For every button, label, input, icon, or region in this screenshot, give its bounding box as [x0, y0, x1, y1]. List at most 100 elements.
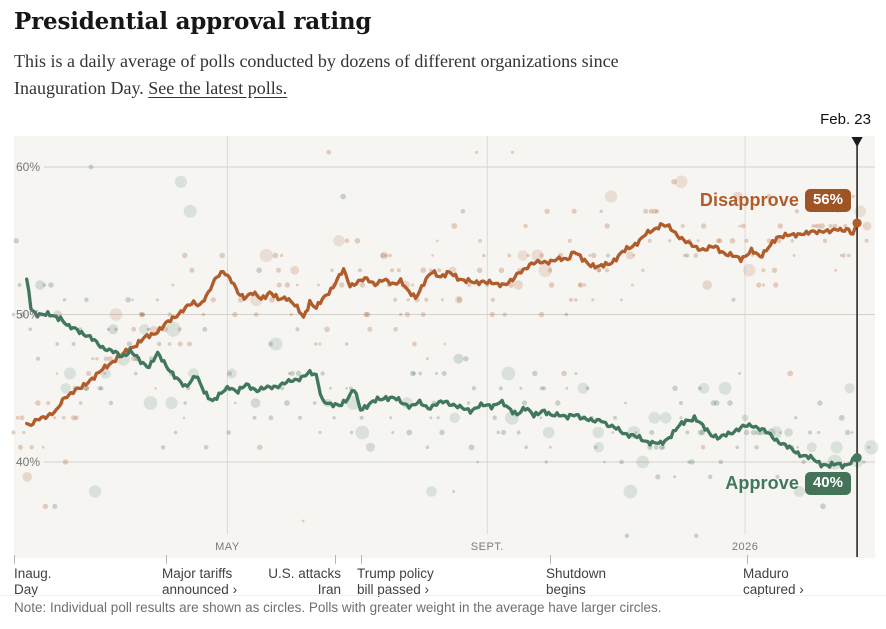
poll-dot: [735, 445, 739, 450]
poll-dot: [778, 431, 782, 434]
poll-dot: [838, 414, 845, 421]
poll-dot: [585, 386, 590, 391]
y-axis-label: 50%: [16, 308, 40, 322]
approve-end-dot: [852, 452, 862, 463]
poll-dot: [399, 312, 403, 317]
poll-dot: [594, 445, 598, 449]
x-axis-label: SEPT.: [471, 541, 504, 553]
poll-dot: [35, 400, 41, 406]
poll-dot: [349, 430, 354, 435]
poll-dot: [13, 238, 19, 244]
poll-dot: [685, 430, 690, 435]
annotation-bill[interactable]: Trump policy bill passed ›: [357, 566, 434, 597]
poll-dot: [864, 238, 869, 243]
poll-dot: [577, 382, 589, 394]
poll-dot: [289, 312, 293, 317]
poll-dot: [404, 311, 410, 318]
poll-dot: [160, 445, 166, 450]
poll-dot: [412, 341, 417, 347]
poll-dot: [131, 356, 137, 362]
disapprove-label: Disapprove: [699, 190, 799, 210]
poll-dot: [91, 357, 95, 361]
poll-dot: [466, 401, 471, 405]
poll-dot: [682, 253, 687, 258]
poll-dot: [784, 428, 793, 437]
poll-dot: [15, 415, 20, 420]
poll-dot: [183, 204, 197, 218]
poll-dot: [332, 416, 336, 420]
poll-dot: [754, 445, 759, 450]
poll-dot: [718, 459, 724, 465]
poll-dot: [624, 533, 630, 539]
poll-dot: [365, 442, 375, 452]
poll-dot: [108, 324, 119, 335]
poll-dot: [593, 442, 604, 453]
poll-dot: [139, 311, 145, 318]
poll-dot: [268, 415, 274, 421]
poll-dot: [456, 297, 462, 303]
poll-dot: [435, 372, 438, 375]
poll-dot: [845, 429, 851, 436]
poll-dot: [62, 459, 69, 465]
poll-dot: [539, 416, 543, 420]
poll-dot: [62, 416, 66, 420]
poll-dot: [658, 444, 665, 450]
poll-dot: [519, 386, 523, 390]
poll-dot: [501, 430, 506, 435]
poll-dot: [538, 311, 545, 318]
annotation-maduro[interactable]: Maduro captured ›: [743, 566, 804, 597]
poll-dot: [649, 430, 655, 435]
poll-dot: [696, 239, 700, 243]
poll-dot: [539, 253, 544, 258]
annotation-tick-maduro: [747, 555, 748, 564]
poll-dot: [513, 280, 523, 290]
annotation-tariffs[interactable]: Major tariffs announced ›: [162, 566, 238, 597]
poll-dot: [555, 400, 561, 406]
poll-dot: [420, 267, 427, 274]
poll-dot: [253, 312, 259, 317]
poll-dot: [813, 224, 817, 228]
poll-dot: [355, 425, 370, 440]
poll-dot: [364, 311, 371, 318]
poll-dot: [84, 385, 90, 391]
poll-dot: [619, 459, 624, 465]
poll-dot: [743, 264, 756, 277]
poll-dot: [604, 223, 610, 229]
poll-dot: [498, 267, 505, 274]
poll-dot: [854, 205, 866, 218]
poll-dot: [201, 312, 206, 317]
poll-dot: [290, 265, 300, 275]
poll-dot: [295, 327, 300, 332]
annotation-tick-shutdown: [550, 555, 551, 564]
poll-dot: [766, 238, 772, 244]
poll-dot: [668, 239, 672, 243]
poll-dot: [60, 383, 71, 394]
poll-dot: [502, 312, 507, 317]
poll-dot: [411, 283, 415, 287]
poll-dot: [678, 400, 684, 406]
poll-dot: [109, 308, 123, 321]
poll-dot: [636, 455, 650, 469]
latest-polls-link[interactable]: See the latest polls.: [148, 78, 288, 98]
poll-dot: [460, 209, 466, 214]
poll-dot: [717, 238, 723, 244]
poll-dot: [74, 415, 79, 421]
poll-dot: [850, 431, 854, 434]
poll-dot: [317, 283, 320, 287]
approve-series-label: Approve 40%: [599, 472, 851, 495]
poll-dot: [568, 297, 574, 302]
poll-dot: [312, 401, 317, 405]
poll-dot: [86, 371, 92, 376]
poll-dot: [592, 426, 604, 439]
poll-dot: [544, 460, 548, 464]
poll-dot: [790, 239, 795, 243]
poll-dot: [463, 356, 469, 362]
poll-dot: [52, 503, 58, 509]
poll-dot: [131, 326, 137, 332]
poll-dot: [11, 430, 16, 435]
poll-dot: [71, 415, 77, 421]
poll-dot: [318, 342, 322, 346]
poll-dot: [524, 445, 528, 450]
poll-dot: [476, 460, 480, 464]
poll-dot: [131, 298, 134, 302]
